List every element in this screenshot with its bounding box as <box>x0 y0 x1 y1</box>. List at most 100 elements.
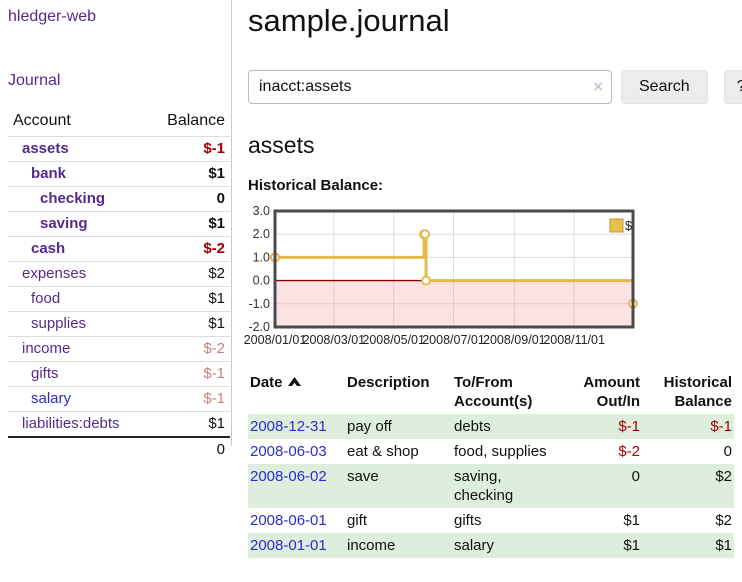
account-balance: $1 <box>148 411 230 437</box>
svg-text:2008/11/01: 2008/11/01 <box>543 333 605 347</box>
transaction-accounts: saving, checking <box>454 468 514 504</box>
search-button[interactable]: Search <box>621 70 708 104</box>
account-row: income $-2 <box>8 336 230 362</box>
accounts-header-account: Account <box>13 112 71 129</box>
legend-swatch <box>609 218 624 233</box>
account-balance: $1 <box>148 286 230 312</box>
account-link-salary[interactable]: salary <box>31 390 72 407</box>
account-row: checking 0 <box>8 186 230 212</box>
chart-canvas: 3.0 2.0 1.0 0.0 -1.0 -2.02008/01/012008/03/01… <box>244 204 638 347</box>
help-button[interactable]: ? <box>723 70 742 104</box>
account-row: salary $-1 <box>8 386 230 412</box>
transaction-amount: $1 <box>623 512 640 529</box>
account-row: liabilities:debts $1 <box>8 411 230 437</box>
transaction-amount: 0 <box>631 468 640 485</box>
account-link-cash[interactable]: cash <box>31 240 66 257</box>
register-row: 2008-12-31 pay off debts $-1 $-1 <box>248 414 734 439</box>
account-link-supplies[interactable]: supplies <box>31 315 87 332</box>
accounts-total-row: 0 <box>8 436 230 462</box>
account-link-income[interactable]: income <box>22 340 71 357</box>
transaction-description: gift <box>347 512 368 529</box>
account-balance: $-2 <box>148 236 230 262</box>
search-form: × Search ? <box>248 70 742 104</box>
account-row: assets $-1 <box>8 136 230 162</box>
account-row: cash $-2 <box>8 236 230 262</box>
account-balance: $-1 <box>148 136 230 162</box>
account-row: food $1 <box>8 286 230 312</box>
transaction-accounts: salary <box>454 537 495 554</box>
register-row: 2008-06-01 gift gifts $1 $2 <box>248 508 734 533</box>
account-row: saving $1 <box>8 211 230 237</box>
transaction-description: income <box>347 537 396 554</box>
svg-text:-2.0: -2.0 <box>248 320 270 334</box>
account-balance: $1 <box>148 161 230 187</box>
historical-balance-chart: 3.0 2.0 1.0 0.0 -1.0 -2.0 2008/01/01 2008/03/01… <box>244 204 742 355</box>
account-balance: $1 <box>148 211 230 237</box>
register-header-accounts: To/From Account(s) <box>454 374 533 410</box>
account-balance: $-1 <box>148 361 230 387</box>
account-link-saving[interactable]: saving <box>40 215 88 232</box>
transaction-description: save <box>347 468 379 485</box>
app-title-link[interactable]: hledger-web <box>8 8 97 25</box>
transaction-amount: $-1 <box>618 418 640 435</box>
transaction-balance: $2 <box>715 468 732 485</box>
transaction-date-link[interactable]: 2008-12-31 <box>250 418 327 435</box>
search-input[interactable] <box>248 70 612 104</box>
transaction-balance: 0 <box>723 443 732 460</box>
svg-text:2008/09/01: 2008/09/01 <box>483 333 546 347</box>
clear-search-icon[interactable]: × <box>593 77 603 96</box>
register-row: 2008-01-01 income salary $1 $1 <box>248 533 734 558</box>
transaction-balance: $-1 <box>710 418 732 435</box>
register-row: 2008-06-02 save saving, checking 0 $2 <box>248 464 734 508</box>
main-content: sample.journal × Search ? assets Histori… <box>232 0 742 558</box>
transaction-accounts: food, supplies <box>454 443 547 460</box>
register-header-date[interactable]: Date <box>248 370 345 414</box>
svg-text:2.0: 2.0 <box>253 227 270 241</box>
svg-text:2008/03/01: 2008/03/01 <box>303 333 366 347</box>
svg-text:1.0: 1.0 <box>253 250 270 264</box>
account-link-expenses[interactable]: expenses <box>22 265 87 282</box>
account-link-liabilities-debts[interactable]: liabilities:debts <box>22 415 120 432</box>
account-row: supplies $1 <box>8 311 230 337</box>
sidebar: hledger-web Journal Account Balance asse… <box>0 0 232 462</box>
account-row: expenses $2 <box>8 261 230 287</box>
sort-up-icon <box>287 377 301 386</box>
account-link-assets[interactable]: assets <box>22 140 69 157</box>
transaction-description: pay off <box>347 418 392 435</box>
account-link-food[interactable]: food <box>31 290 61 307</box>
account-link-gifts[interactable]: gifts <box>31 365 59 382</box>
page-title: sample.journal <box>248 3 450 38</box>
register-header-amount: Amount Out/In <box>583 374 640 410</box>
transaction-amount: $1 <box>623 537 640 554</box>
transaction-date-link[interactable]: 2008-06-02 <box>250 468 327 485</box>
transaction-date-link[interactable]: 2008-01-01 <box>250 537 327 554</box>
register-header-balance: Historical Balance <box>663 374 732 410</box>
register-row: 2008-06-03 eat & shop food, supplies $-2 0 <box>248 439 734 464</box>
account-row: gifts $-1 <box>8 361 230 387</box>
account-balance: $1 <box>148 311 230 337</box>
transaction-balance: $2 <box>715 512 732 529</box>
svg-text:2008/05/01: 2008/05/01 <box>362 333 425 347</box>
transaction-amount: $-2 <box>618 443 640 460</box>
svg-text:2008/07/01: 2008/07/01 <box>422 333 485 347</box>
sidebar-item-journal[interactable]: Journal <box>8 72 61 89</box>
accounts-header-balance: Balance <box>167 112 225 129</box>
account-heading: assets <box>248 132 315 158</box>
account-balance: $-2 <box>148 336 230 362</box>
transaction-date-link[interactable]: 2008-06-01 <box>250 512 327 529</box>
register-header-row: Date Description To/From Account(s) Amou… <box>248 370 734 414</box>
svg-text:2008/01/01: 2008/01/01 <box>244 333 307 347</box>
accounts-table: Account Balance assets $-1 bank $1 checking 0… <box>8 109 230 462</box>
transaction-balance: $1 <box>715 537 732 554</box>
transaction-accounts: debts <box>454 418 491 435</box>
transaction-date-link[interactable]: 2008-06-03 <box>250 443 327 460</box>
account-balance: 0 <box>148 186 230 212</box>
chart-label: Historical Balance: <box>248 177 384 194</box>
svg-text:0.0: 0.0 <box>253 274 270 288</box>
account-link-bank[interactable]: bank <box>31 165 67 182</box>
register-table: Date Description To/From Account(s) Amou… <box>248 370 734 558</box>
account-balance: $2 <box>148 261 230 287</box>
transaction-accounts: gifts <box>454 512 482 529</box>
account-link-checking[interactable]: checking <box>40 190 106 207</box>
transaction-description: eat & shop <box>347 443 419 460</box>
